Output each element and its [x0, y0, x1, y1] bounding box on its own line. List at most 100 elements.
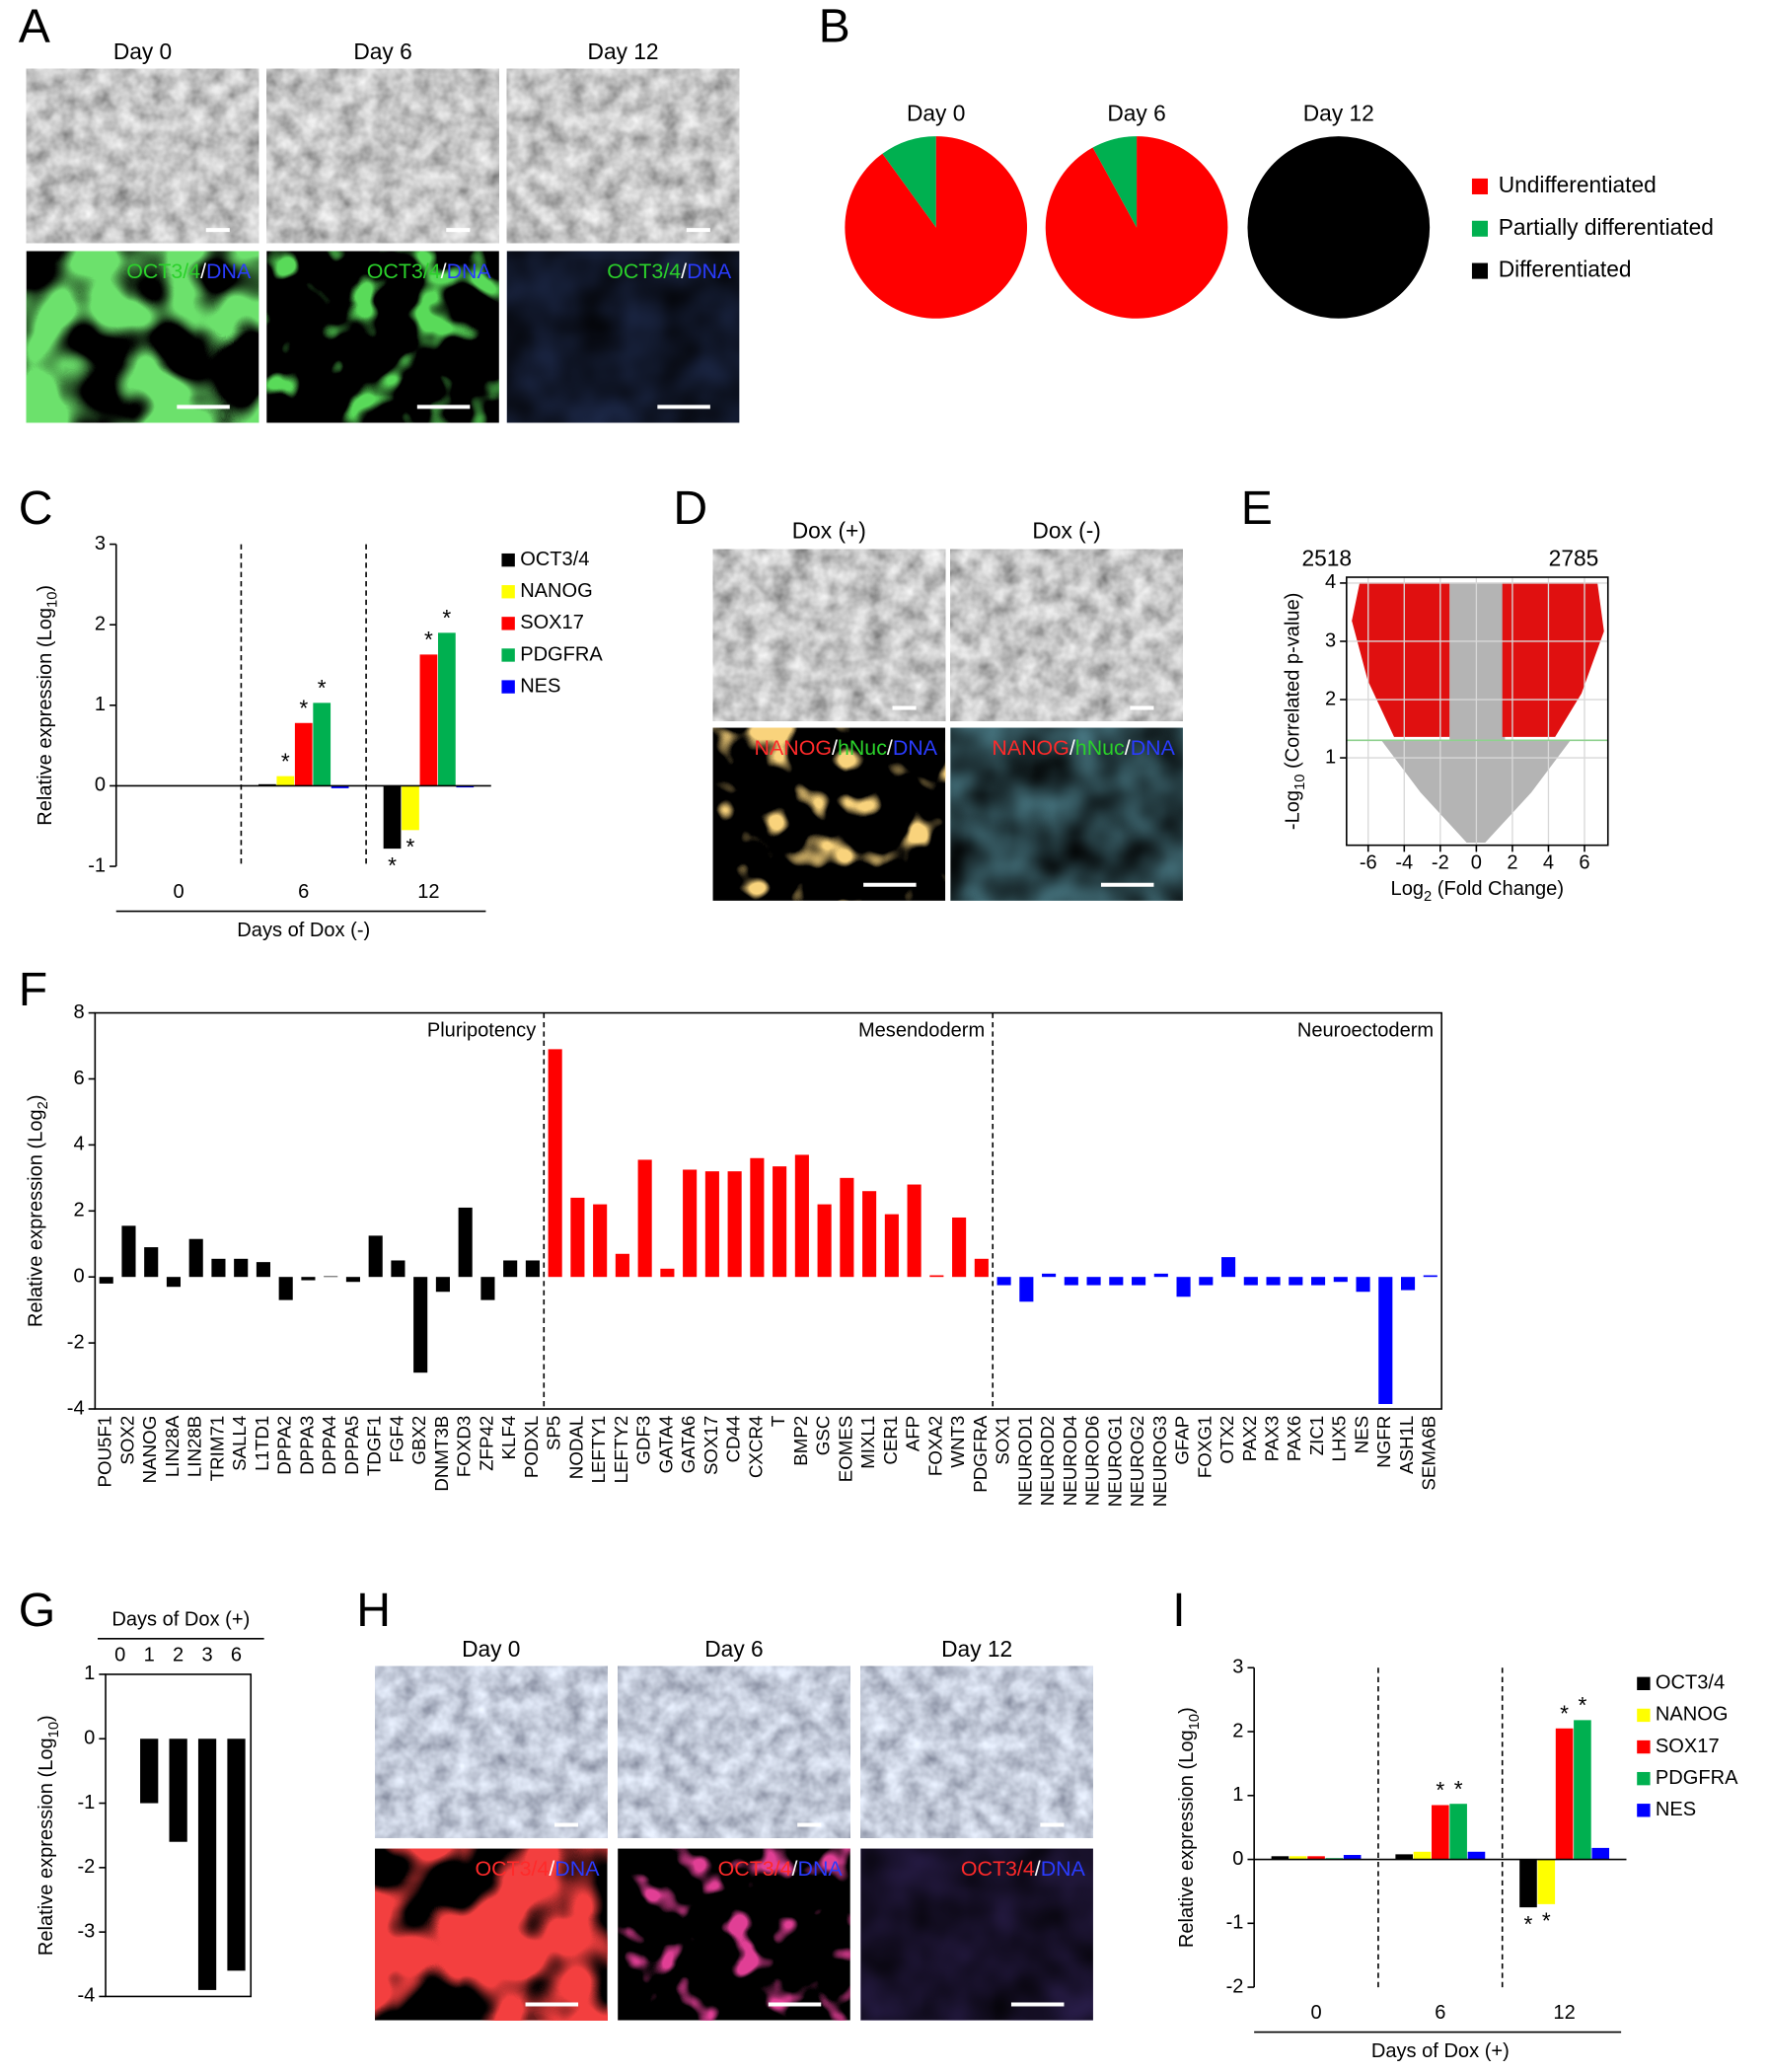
x-tick-label: SP5 [544, 1416, 564, 1450]
y-tick-label: 1 [95, 694, 106, 715]
significance: * [406, 834, 415, 859]
y-axis-label-part: 10 [46, 1722, 62, 1738]
bar [419, 654, 438, 786]
y-tick-label: 2 [1232, 1720, 1243, 1741]
brightfield-image [266, 68, 499, 244]
bar [704, 1171, 719, 1278]
y-axis-label-part: Relative expression (Log [36, 1738, 57, 1956]
bar [929, 1275, 944, 1278]
x-tick-label: LIN28B [184, 1416, 205, 1477]
bar [1266, 1277, 1281, 1286]
x-tick-label: SOX1 [993, 1416, 1013, 1465]
significance: * [1436, 1777, 1444, 1803]
x-tick-label: BMP2 [790, 1416, 811, 1466]
x-tick-label: -6 [1360, 852, 1377, 874]
micrograph-title: Day 6 [704, 1636, 763, 1662]
bar [1019, 1277, 1034, 1302]
bar [548, 1049, 562, 1278]
bar [1413, 1851, 1432, 1860]
bar [1400, 1277, 1416, 1291]
bar [794, 1154, 809, 1278]
x-tick-label: 0 [1471, 852, 1482, 874]
stain-part: OCT3/4 [126, 259, 200, 283]
bar [503, 1260, 518, 1278]
legend-swatch [1637, 1676, 1651, 1691]
bar [615, 1253, 629, 1278]
x-tick-label: GFAP [1172, 1416, 1193, 1465]
bar [750, 1157, 765, 1278]
y-axis-label-part: 10 [1187, 1714, 1203, 1730]
group-label: Pluripotency [427, 1020, 536, 1042]
x-axis-label: Days of Dox (+) [111, 1608, 250, 1630]
pie-title: Day 12 [1303, 101, 1374, 126]
significance: * [1560, 1700, 1569, 1726]
x-tick-label: 0 [1310, 2002, 1321, 2024]
stain-label: OCT3/4/DNA [607, 259, 732, 283]
bar [884, 1214, 899, 1278]
stain-part: / [549, 1857, 554, 1881]
y-tick-label: 2 [1325, 688, 1336, 709]
bar [276, 776, 295, 786]
y-axis-label: Relative expression (Log10) [35, 585, 60, 826]
legend-label: NES [520, 675, 560, 697]
panel-label: E [1241, 481, 1273, 535]
x-tick-label: LIN28A [162, 1415, 183, 1477]
bar [1423, 1275, 1437, 1278]
y-tick-label: 0 [1232, 1848, 1243, 1870]
bar [331, 785, 349, 788]
y-axis-label: Relative expression (Log10) [36, 1715, 61, 1956]
stain-part: OCT3/4 [718, 1857, 792, 1881]
y-tick-label: 1 [1325, 746, 1336, 768]
y-tick-label: 1 [84, 1663, 95, 1684]
brightfield-image [26, 68, 259, 244]
stain-part: / [1125, 736, 1131, 760]
y-tick-label: 6 [73, 1068, 84, 1089]
bar [1132, 1277, 1146, 1286]
plot-frame [105, 1673, 253, 1998]
x-axis-label-part: Log [1391, 878, 1424, 900]
y-axis-label-part: ) [36, 1715, 57, 1722]
y-axis-label-part: Relative expression (Log [26, 1109, 47, 1327]
y-tick-label: -1 [77, 1792, 95, 1813]
bar [324, 1276, 338, 1278]
plot-frame [94, 1011, 1442, 1410]
legend-swatch [501, 585, 515, 599]
x-tick-label: 6 [298, 881, 309, 903]
x-tick-label: NEUROD1 [1014, 1416, 1035, 1507]
bar [144, 1247, 159, 1278]
x-tick-label: SEMA6B [1419, 1416, 1439, 1491]
bar [294, 722, 313, 786]
x-tick-label: NEUROD4 [1060, 1416, 1080, 1507]
stain-part: / [200, 259, 206, 283]
y-tick-label: 4 [1325, 571, 1336, 593]
stain-part: DNA [893, 736, 938, 760]
volcano-red-right [1502, 582, 1604, 737]
bar [862, 1191, 877, 1278]
y-tick-label: -2 [67, 1331, 85, 1353]
bar [817, 1204, 832, 1278]
bar [1467, 1851, 1486, 1860]
legend-label: PDGFRA [520, 643, 603, 665]
pie-slice [1092, 136, 1138, 228]
bar [1176, 1277, 1191, 1297]
bar [727, 1171, 742, 1278]
brightfield-image [712, 549, 946, 721]
x-tick-label: GBX2 [408, 1416, 429, 1465]
bar [458, 1207, 473, 1278]
significance: * [424, 627, 433, 652]
stain-part: DNA [206, 259, 252, 283]
y-axis-label-part: Relative expression (Log [35, 608, 56, 826]
bar [1555, 1728, 1574, 1860]
pie-title: Day 6 [1107, 101, 1165, 126]
stain-part: OCT3/4 [367, 259, 441, 283]
x-axis-label: Days of Dox (+) [1371, 2040, 1510, 2062]
x-tick-label: MIXL1 [857, 1416, 878, 1469]
x-axis-label-part: 2 [1424, 889, 1432, 905]
x-tick-label: FGF4 [386, 1416, 406, 1463]
significance: * [1454, 1776, 1463, 1802]
stain-part: OCT3/4 [607, 259, 681, 283]
bar [166, 1277, 182, 1288]
fluorescence-image [26, 251, 259, 423]
fluorescence-image [860, 1848, 1093, 2021]
